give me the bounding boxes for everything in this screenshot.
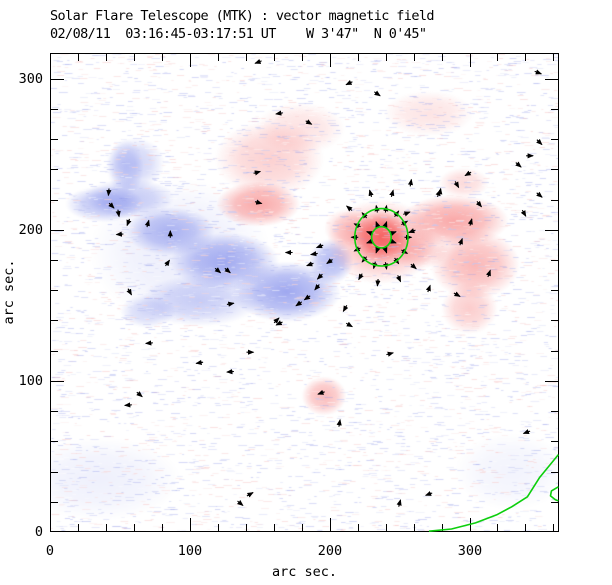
y-axis-title: arc sec. xyxy=(1,259,17,325)
x-tick-label-300: 300 xyxy=(457,543,483,559)
x-tick-label-100: 100 xyxy=(177,543,203,559)
vector-overlay xyxy=(50,53,559,532)
magnetogram-canvas xyxy=(50,53,559,532)
plot-area xyxy=(50,53,559,532)
x-tick-label-200: 200 xyxy=(317,543,343,559)
y-tick-label-0: 0 xyxy=(34,524,43,540)
figure-title: Solar Flare Telescope (MTK) : vector mag… xyxy=(50,8,435,24)
y-tick-label-200: 200 xyxy=(18,222,43,238)
figure-subtitle: 02/08/11 03:16:45-03:17:51 UT W 3'47" N … xyxy=(50,26,427,42)
x-axis-title: arc sec. xyxy=(271,564,338,580)
x-tick-label-0: 0 xyxy=(45,543,55,559)
y-tick-label-300: 300 xyxy=(18,71,43,87)
y-tick-label-100: 100 xyxy=(18,373,43,389)
